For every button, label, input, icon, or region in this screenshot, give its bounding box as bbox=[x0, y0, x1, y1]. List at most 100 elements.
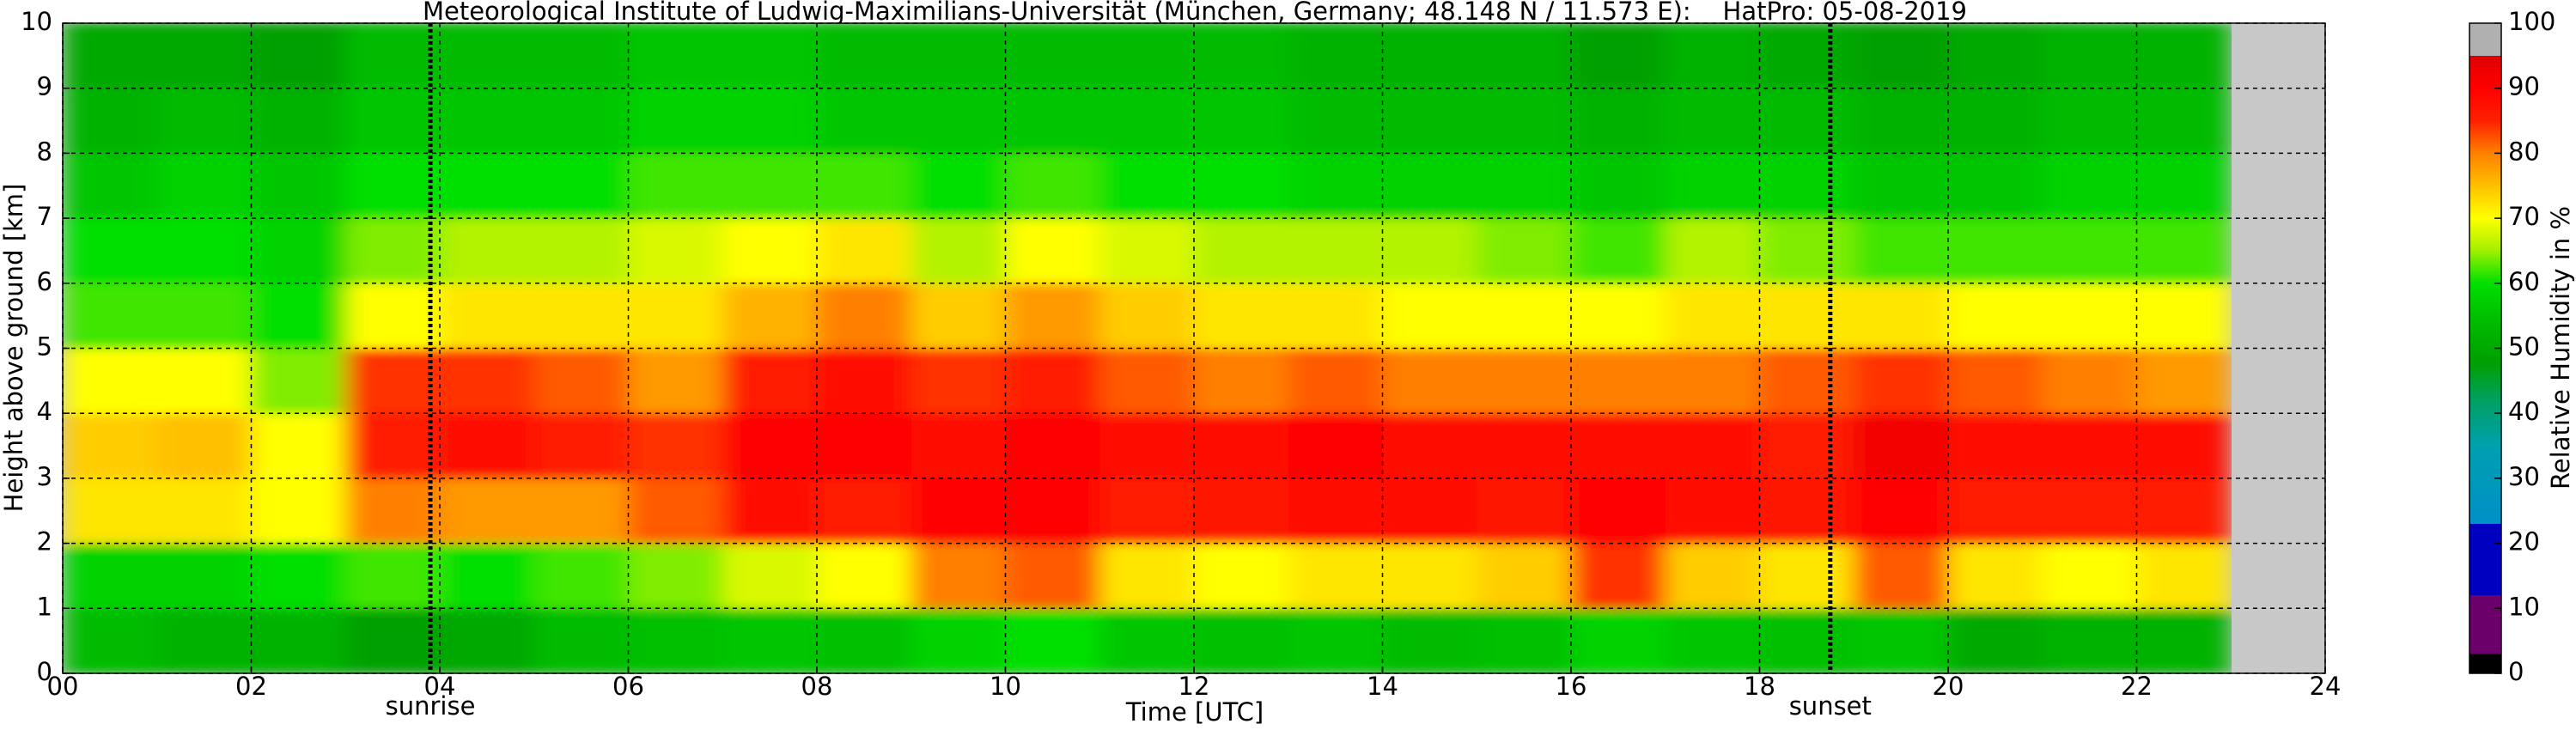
heatmap-cell bbox=[2136, 283, 2232, 349]
heatmap-cell bbox=[1854, 348, 1949, 414]
heatmap-cell bbox=[63, 88, 158, 154]
heatmap-cell bbox=[628, 88, 723, 154]
heatmap-cell bbox=[1571, 413, 1666, 479]
heatmap-cell bbox=[533, 543, 629, 609]
heatmap-cell bbox=[1288, 543, 1383, 609]
colorbar-tick-label: 0 bbox=[2508, 657, 2524, 686]
heatmap-cell bbox=[1099, 218, 1195, 284]
heatmap-cell bbox=[1005, 23, 1100, 89]
heatmap-cell bbox=[722, 478, 818, 544]
heatmap-cell bbox=[910, 23, 1006, 89]
heatmap-cell bbox=[533, 413, 629, 479]
heatmap-cell bbox=[910, 413, 1006, 479]
heatmap-cell bbox=[440, 478, 535, 544]
heatmap-cell bbox=[1005, 608, 1100, 673]
heatmap-cell bbox=[2042, 283, 2137, 349]
y-tick-label: 5 bbox=[37, 332, 52, 362]
heatmap-cell bbox=[817, 283, 912, 349]
x-tick-label: 24 bbox=[2310, 672, 2342, 701]
heatmap-cell bbox=[63, 23, 158, 89]
colorbar-tick-label: 20 bbox=[2508, 527, 2540, 557]
heatmap-cell bbox=[628, 413, 723, 479]
heatmap-cell bbox=[440, 218, 535, 284]
heatmap-cell bbox=[1854, 478, 1949, 544]
heatmap-cell bbox=[1665, 88, 1760, 154]
heatmap-cell bbox=[1288, 478, 1383, 544]
heatmap-cell bbox=[817, 478, 912, 544]
heatmap-cell bbox=[1099, 413, 1195, 479]
annotation-label: sunset bbox=[1789, 691, 1872, 721]
heatmap-cell bbox=[251, 218, 346, 284]
chart-title: Meteorological Institute of Ludwig-Maxim… bbox=[423, 0, 1967, 26]
heatmap-cell bbox=[1194, 153, 1289, 219]
heatmap-cell bbox=[1099, 88, 1195, 154]
heatmap-cell bbox=[1665, 218, 1760, 284]
colorbar-tick-label: 40 bbox=[2508, 397, 2540, 426]
x-axis-label: Time [UTC] bbox=[1125, 697, 1264, 727]
heatmap-cell bbox=[1194, 23, 1289, 89]
heatmap-cell bbox=[1854, 413, 1949, 479]
heatmap-cell bbox=[2042, 218, 2137, 284]
heatmap-cell bbox=[63, 543, 158, 609]
heatmap-cell bbox=[1665, 543, 1760, 609]
colorbar-tick-label: 10 bbox=[2508, 592, 2540, 621]
heatmap-cell bbox=[1005, 478, 1100, 544]
heatmap-cell bbox=[251, 153, 346, 219]
heatmap-cell bbox=[1759, 88, 1854, 154]
heatmap-cell bbox=[910, 478, 1006, 544]
heatmap-cell bbox=[1665, 153, 1760, 219]
heatmap-cell bbox=[533, 88, 629, 154]
heatmap-cell bbox=[1288, 348, 1383, 414]
heatmap-cell bbox=[2136, 608, 2232, 673]
heatmap-cell bbox=[1288, 23, 1383, 89]
heatmap-cell bbox=[910, 218, 1006, 284]
heatmap-cell bbox=[1382, 153, 1477, 219]
heatmap-cell bbox=[2136, 88, 2232, 154]
heatmap-cell bbox=[156, 23, 252, 89]
heatmap-cell bbox=[156, 608, 252, 673]
heatmap-cell bbox=[1948, 348, 2043, 414]
y-tick-label: 10 bbox=[21, 7, 52, 36]
colorbar-tick-label: 50 bbox=[2508, 332, 2540, 362]
heatmap-cell bbox=[2042, 88, 2137, 154]
heatmap-cell bbox=[910, 88, 1006, 154]
heatmap-cell bbox=[440, 88, 535, 154]
heatmap-cell bbox=[345, 88, 441, 154]
heatmap-cell bbox=[1759, 283, 1854, 349]
heatmap-cell bbox=[817, 543, 912, 609]
heatmap-cell bbox=[1477, 23, 1572, 89]
heatmap-cell bbox=[628, 23, 723, 89]
heatmap-cell bbox=[910, 153, 1006, 219]
heatmap-cell bbox=[628, 478, 723, 544]
heatmap-cell bbox=[2042, 543, 2137, 609]
plot-frame bbox=[62, 22, 2326, 674]
heatmap-cell bbox=[1099, 153, 1195, 219]
heatmap-cell bbox=[1194, 348, 1289, 414]
heatmap-cell bbox=[1288, 218, 1383, 284]
heatmap-cell bbox=[1288, 608, 1383, 673]
colorbar-tick-label: 70 bbox=[2508, 202, 2540, 231]
heatmap-cell bbox=[1382, 413, 1477, 479]
heatmap-cell bbox=[1571, 543, 1666, 609]
heatmap-cell bbox=[628, 283, 723, 349]
heatmap-cell bbox=[251, 413, 346, 479]
heatmap-cell bbox=[628, 153, 723, 219]
heatmap-cell bbox=[1854, 218, 1949, 284]
heatmap-cell bbox=[1099, 348, 1195, 414]
x-tick-label: 04 bbox=[424, 672, 456, 701]
heatmap-cell bbox=[1571, 153, 1666, 219]
heatmap-cell bbox=[817, 218, 912, 284]
heatmap-cell bbox=[533, 348, 629, 414]
heatmap-cell bbox=[2136, 153, 2232, 219]
heatmap-cell bbox=[1665, 23, 1760, 89]
x-tick-label: 22 bbox=[2121, 672, 2153, 701]
heatmap-cell bbox=[251, 23, 346, 89]
heatmap-cell bbox=[1288, 413, 1383, 479]
heatmap-cell bbox=[156, 348, 252, 414]
heatmap-cell bbox=[1948, 608, 2043, 673]
heatmap-cell bbox=[1665, 413, 1760, 479]
heatmap-cell bbox=[1194, 478, 1289, 544]
heatmap-cell bbox=[156, 543, 252, 609]
heatmap-cell bbox=[2136, 543, 2232, 609]
y-tick-label: 3 bbox=[37, 462, 52, 491]
